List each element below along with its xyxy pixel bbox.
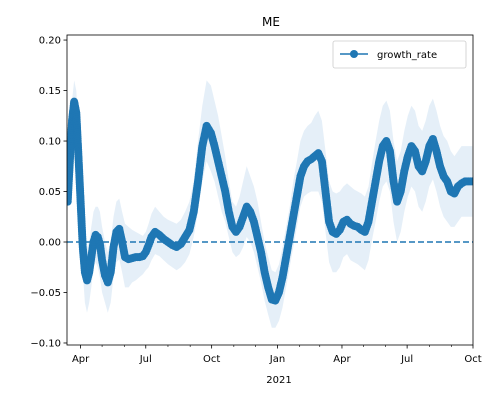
chart-title: ME [262, 15, 280, 29]
y-tick-label: 0.10 [39, 137, 61, 148]
x-tick-label: Oct [203, 354, 220, 365]
y-tick-label: 0.20 [39, 36, 61, 47]
data-point [468, 177, 473, 186]
x-tick-label: Oct [464, 354, 481, 365]
x-tick-label: Jul [139, 354, 152, 365]
x-tick-label: Apr [333, 354, 351, 365]
plot-content [67, 80, 473, 328]
x-tick-label: Apr [72, 354, 90, 365]
y-tick-label: 0.05 [39, 187, 61, 198]
x-year-label: 2021 [266, 375, 291, 386]
axes-frame [66, 34, 474, 346]
x-tick-label: Jan [269, 354, 285, 365]
x-tick-label: Jul [400, 354, 413, 365]
y-tick-label: 0.15 [39, 86, 61, 97]
y-tick-label: −0.10 [30, 338, 61, 349]
axes: −0.10 −0.05 0.00 0.05 0.10 0.15 0.20 Apr Jul Oct J… [30, 34, 482, 365]
legend-box [332, 40, 467, 69]
legend-entry: growth_rate [377, 50, 437, 61]
y-tick-label: 0.00 [39, 238, 61, 249]
legend: growth_rate [332, 40, 467, 69]
plot-area [67, 80, 473, 328]
legend-marker-swatch [350, 50, 358, 58]
y-tick-label: −0.05 [30, 288, 61, 299]
